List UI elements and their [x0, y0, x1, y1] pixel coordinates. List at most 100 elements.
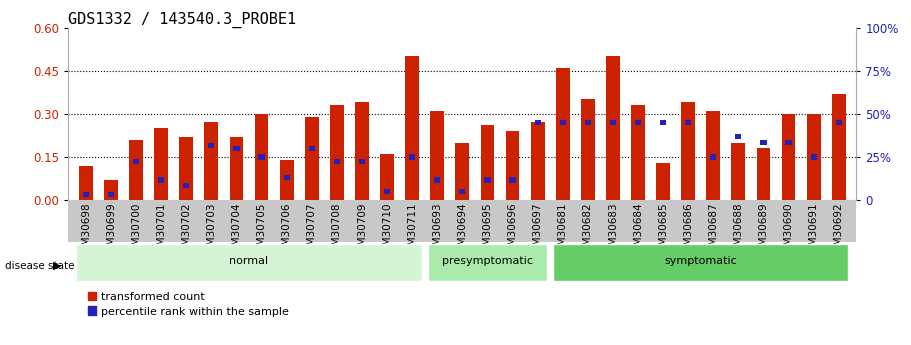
Bar	[430, 111, 445, 200]
Text: GSM30699: GSM30699	[106, 202, 116, 259]
Bar	[559, 120, 566, 125]
Bar	[631, 105, 645, 200]
Bar	[832, 94, 845, 200]
Bar	[409, 155, 415, 159]
Bar	[359, 159, 365, 164]
Bar	[535, 120, 541, 125]
Text: disease state: disease state	[5, 261, 74, 270]
Bar	[509, 177, 516, 183]
Text: GSM30700: GSM30700	[131, 202, 141, 258]
Bar	[635, 120, 641, 125]
Text: GSM30698: GSM30698	[81, 202, 91, 259]
Text: GSM30702: GSM30702	[181, 202, 191, 259]
Text: GSM30711: GSM30711	[407, 202, 417, 259]
Bar	[283, 175, 290, 180]
Bar	[309, 146, 315, 151]
Bar	[159, 177, 164, 183]
Bar	[79, 166, 93, 200]
Text: GSM30684: GSM30684	[633, 202, 643, 259]
Bar	[183, 183, 189, 188]
Bar	[255, 114, 269, 200]
Text: ▶: ▶	[54, 261, 62, 270]
Bar	[179, 137, 193, 200]
Bar	[782, 114, 795, 200]
Bar	[756, 148, 771, 200]
Bar	[305, 117, 319, 200]
Bar	[333, 159, 340, 164]
Bar	[154, 128, 169, 200]
Bar	[656, 163, 670, 200]
Text: GSM30683: GSM30683	[608, 202, 618, 259]
Bar	[435, 177, 440, 183]
Text: GSM30686: GSM30686	[683, 202, 693, 259]
Text: GSM30690: GSM30690	[783, 202, 793, 259]
Bar	[807, 114, 821, 200]
Text: presymptomatic: presymptomatic	[442, 256, 533, 266]
Legend: transformed count, percentile rank within the sample: transformed count, percentile rank withi…	[87, 292, 289, 317]
Bar	[405, 56, 419, 200]
Text: GSM30697: GSM30697	[533, 202, 543, 259]
Bar	[204, 122, 219, 200]
Text: GSM30710: GSM30710	[382, 202, 392, 259]
Bar	[129, 140, 143, 200]
Bar	[83, 192, 89, 197]
Text: GSM30681: GSM30681	[558, 202, 568, 259]
Text: GSM30708: GSM30708	[332, 202, 342, 259]
Bar	[609, 120, 616, 125]
Bar	[711, 155, 716, 159]
Text: GSM30706: GSM30706	[281, 202, 292, 259]
Text: GSM30682: GSM30682	[583, 202, 593, 259]
Bar	[209, 143, 214, 148]
Bar	[506, 131, 519, 200]
Bar	[104, 180, 118, 200]
Text: GSM30703: GSM30703	[207, 202, 217, 259]
Bar	[355, 102, 369, 200]
Bar	[685, 120, 691, 125]
Bar	[531, 122, 545, 200]
Text: GSM30695: GSM30695	[483, 202, 493, 259]
Text: GDS1332 / 143540.3_PROBE1: GDS1332 / 143540.3_PROBE1	[68, 11, 296, 28]
Bar	[556, 68, 569, 200]
Text: GSM30705: GSM30705	[257, 202, 267, 259]
Bar	[428, 244, 547, 281]
Bar	[581, 99, 595, 200]
Text: GSM30692: GSM30692	[834, 202, 844, 259]
Bar	[735, 134, 742, 139]
Bar	[585, 120, 591, 125]
Text: GSM30685: GSM30685	[658, 202, 668, 259]
Bar	[732, 142, 745, 200]
Bar	[706, 111, 721, 200]
Bar	[761, 140, 766, 145]
Text: GSM30689: GSM30689	[759, 202, 769, 259]
Text: GSM30704: GSM30704	[231, 202, 241, 259]
Bar	[606, 56, 619, 200]
Bar	[77, 244, 422, 281]
Text: GSM30696: GSM30696	[507, 202, 517, 259]
Bar	[681, 102, 695, 200]
Bar	[230, 137, 243, 200]
Bar	[480, 125, 495, 200]
Text: normal: normal	[230, 256, 269, 266]
Bar	[380, 154, 394, 200]
Bar	[456, 142, 469, 200]
Text: GSM30701: GSM30701	[156, 202, 166, 259]
Text: GSM30709: GSM30709	[357, 202, 367, 259]
Bar	[280, 160, 293, 200]
Bar	[459, 189, 466, 194]
Text: GSM30693: GSM30693	[432, 202, 442, 259]
Bar	[133, 159, 139, 164]
Text: GSM30688: GSM30688	[733, 202, 743, 259]
Bar	[811, 155, 817, 159]
Bar	[330, 105, 343, 200]
Bar	[485, 177, 490, 183]
Text: symptomatic: symptomatic	[664, 256, 737, 266]
Text: GSM30687: GSM30687	[708, 202, 718, 259]
Bar	[233, 146, 240, 151]
Text: GSM30694: GSM30694	[457, 202, 467, 259]
Text: GSM30691: GSM30691	[809, 202, 819, 259]
Bar	[259, 155, 265, 159]
Bar	[553, 244, 848, 281]
Bar	[107, 192, 114, 197]
Bar	[835, 120, 842, 125]
Text: GSM30707: GSM30707	[307, 202, 317, 259]
